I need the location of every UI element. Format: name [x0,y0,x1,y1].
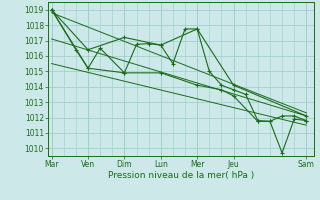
X-axis label: Pression niveau de la mer( hPa ): Pression niveau de la mer( hPa ) [108,171,254,180]
